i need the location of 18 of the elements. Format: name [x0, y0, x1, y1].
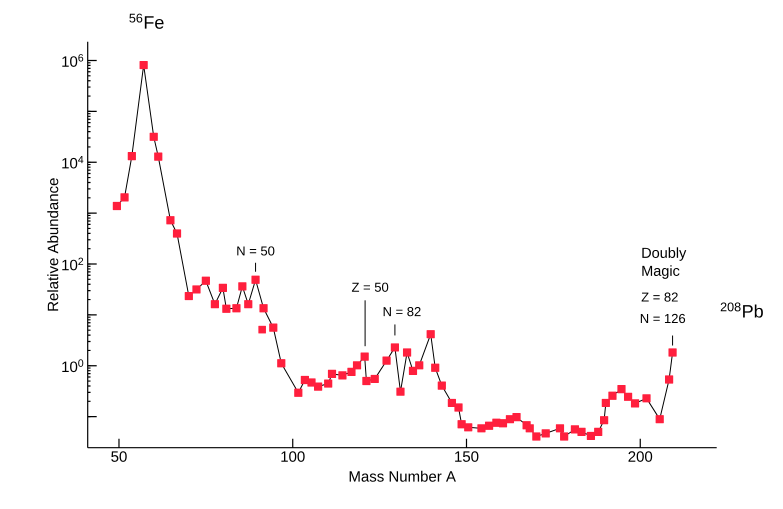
annotation: N = 126 [640, 314, 686, 324]
x-tick-label: 150 [455, 451, 478, 462]
x-tick-label: 100 [281, 451, 305, 462]
x-tick-label: 200 [628, 451, 652, 462]
y-tick-label: 10$^{2}$ [62, 258, 84, 270]
annotation: $^{56}$Fe [129, 14, 164, 29]
y-tick-label: 10$^{6}$ [62, 54, 84, 67]
x-tick-label: 50 [111, 451, 127, 462]
annotation: Z = 82 [642, 292, 678, 302]
annotation: Doubly Magic [642, 247, 686, 279]
y-tick-label: 10$^{0}$ [62, 359, 84, 372]
annotation: N = 50 [237, 246, 274, 256]
annotation: Z = 50 [352, 282, 388, 292]
y-tick-label: 10$^{4}$ [62, 156, 84, 169]
y-axis-title: Relative Abundance [47, 178, 58, 311]
annotation: N = 82 [384, 307, 421, 316]
x-axis-title: Mass Number A [350, 470, 456, 482]
text: $^{208}$Pb [720, 302, 763, 318]
